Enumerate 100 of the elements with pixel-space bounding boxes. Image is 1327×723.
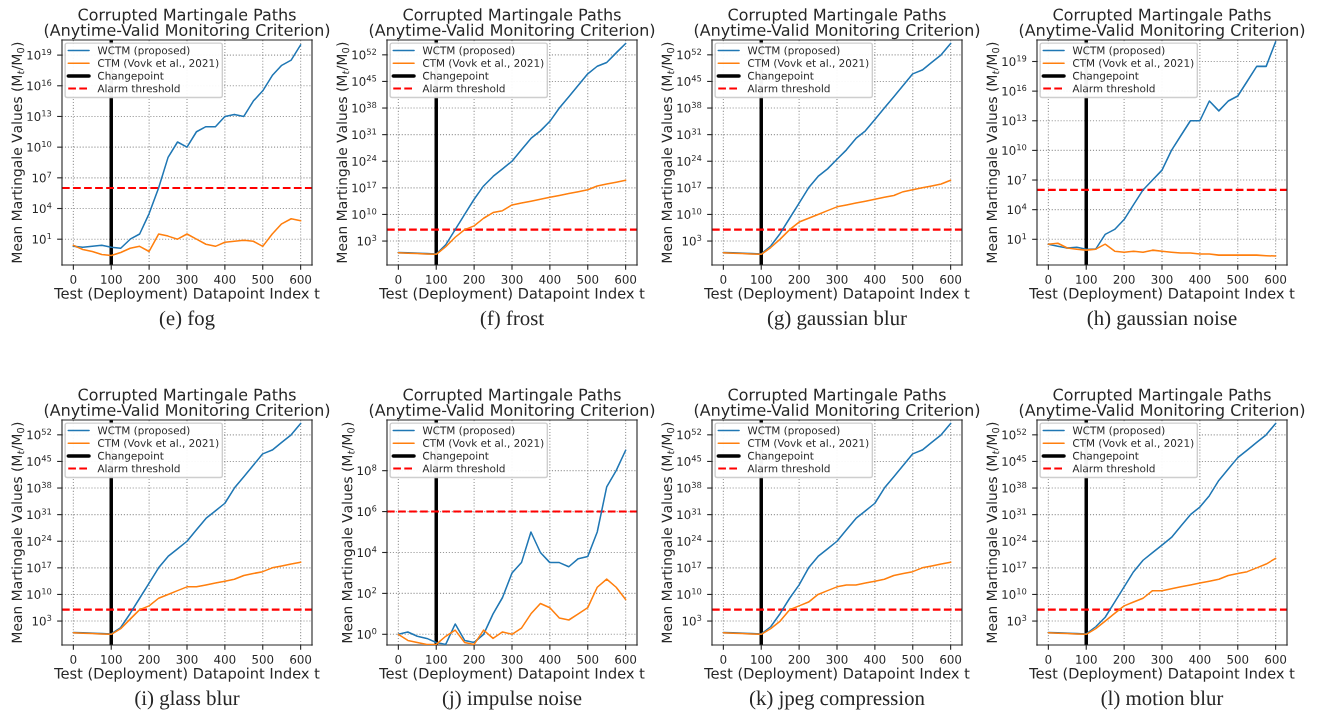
legend-label: Alarm threshold (747, 464, 830, 473)
line-series (72, 561, 302, 636)
y-tick-label: 10$^{10}$ (677, 588, 702, 600)
y-tick-label: 10$^{24}$ (1002, 534, 1027, 546)
x-tick-label: 300 (501, 274, 523, 284)
y-axis-title: Mean Martingale Values (M$_{t}$/M$_{0}$) (986, 422, 1000, 643)
y-tick-label: 10$^{45}$ (677, 75, 702, 87)
legend-label: CTM (Vovk et al., 2021) (748, 58, 869, 69)
x-tick-label: 200 (463, 654, 485, 664)
x-tick-label: 300 (176, 274, 198, 284)
y-tick-label: 10$^{38}$ (1002, 481, 1027, 493)
x-tick-label: 600 (615, 274, 637, 284)
x-tick-label: 600 (290, 654, 312, 664)
legend-label: CTM (Vovk et al., 2021) (98, 58, 219, 69)
x-tick-label: 600 (940, 274, 962, 284)
x-tick-label: 300 (501, 654, 523, 664)
x-tick-label: 300 (826, 274, 848, 284)
x-tick-label: 0 (395, 274, 402, 284)
x-tick-label: 300 (176, 654, 198, 664)
legend-label: CTM (Vovk et al., 2021) (423, 438, 544, 449)
x-tick-label: 0 (720, 274, 727, 284)
y-axis-title: Mean Martingale Values (M$_{t}$/M$_{0}$) (336, 42, 350, 263)
y-tick-label: 10$^{17}$ (352, 181, 377, 193)
line-series (1047, 242, 1277, 257)
y-tick-label: 10$^{3}$ (682, 614, 702, 626)
y-tick-label: 10$^{24}$ (677, 154, 702, 166)
text: (i) glass blur (135, 690, 240, 710)
x-tick-label: 200 (788, 274, 810, 284)
legend-label: WCTM (proposed) (97, 46, 190, 57)
y-tick-label: 10$^{45}$ (1002, 455, 1027, 467)
x-tick-label: 500 (1227, 654, 1249, 664)
legend-label: WCTM (proposed) (1072, 46, 1165, 57)
ref-line-label: Changepoint (423, 71, 489, 82)
y-tick-label: 10$^{0}$ (357, 628, 377, 639)
y-tick-label: 10$^{17}$ (1002, 561, 1027, 573)
y-tick-label: 10$^{8}$ (357, 464, 377, 476)
y-tick-label: 10$^{4}$ (32, 202, 52, 214)
legend-label: WCTM (proposed) (97, 426, 190, 437)
x-axis-title: Test (Deployment) Datapoint Index t (54, 287, 320, 302)
ref-line-label: Changepoint (748, 71, 814, 82)
x-tick-label: 500 (902, 654, 924, 664)
x-tick-label: 500 (252, 654, 274, 664)
x-tick-label: 100 (426, 654, 447, 664)
x-tick-label: 300 (1151, 274, 1173, 284)
y-tick-label: 10$^{1}$ (1007, 233, 1027, 244)
line-series (397, 578, 627, 645)
y-tick-label: 10$^{24}$ (677, 534, 702, 546)
line-series (722, 179, 952, 256)
x-tick-label: 200 (1113, 654, 1135, 664)
legend-label: CTM (Vovk et al., 2021) (1073, 438, 1194, 449)
y-tick-label: 10$^{45}$ (352, 75, 377, 87)
x-tick-label: 600 (940, 654, 962, 664)
x-tick-label: 300 (826, 654, 848, 664)
text: (g) gaussian blur (767, 310, 907, 330)
y-tick-label: 10$^{38}$ (677, 481, 702, 493)
legend-label: WCTM (proposed) (422, 426, 515, 437)
y-tick-label: 10$^{7}$ (32, 171, 52, 183)
legend-label: Alarm threshold (422, 84, 505, 93)
x-tick-label: 100 (101, 274, 122, 284)
x-tick-label: 200 (138, 654, 160, 664)
ref-line-label: Changepoint (748, 451, 814, 462)
y-tick-label: 10$^{4}$ (357, 546, 377, 558)
x-tick-label: 400 (1189, 654, 1211, 664)
text: (j) impulse noise (442, 690, 582, 710)
line-series (722, 561, 952, 636)
line-series (1047, 557, 1277, 636)
x-tick-label: 500 (252, 274, 274, 284)
x-axis-title: Test (Deployment) Datapoint Index t (379, 667, 645, 682)
y-tick-label: 10$^{45}$ (677, 455, 702, 467)
x-tick-label: 500 (902, 274, 924, 284)
y-tick-label: 10$^{19}$ (27, 48, 52, 60)
x-tick-label: 400 (1189, 274, 1211, 284)
y-tick-label: 10$^{17}$ (27, 561, 52, 573)
x-axis-title: Test (Deployment) Datapoint Index t (54, 667, 320, 682)
y-tick-label: 10$^{3}$ (1007, 614, 1027, 626)
x-tick-label: 400 (539, 274, 561, 284)
x-tick-label: 400 (539, 654, 561, 664)
y-tick-label: 10$^{10}$ (677, 208, 702, 220)
line-series (397, 449, 627, 645)
y-tick-label: 10$^{16}$ (1002, 84, 1027, 96)
ref-line-label: Changepoint (1073, 451, 1139, 462)
x-tick-label: 200 (788, 654, 810, 664)
chart-title: Corrupted Martingale Paths (Anytime-Valid Monitoring Criterion) (369, 8, 655, 40)
y-tick-label: 10$^{24}$ (27, 534, 52, 546)
x-tick-label: 0 (1045, 654, 1052, 664)
x-tick-label: 400 (864, 654, 886, 664)
legend-label: CTM (Vovk et al., 2021) (98, 438, 219, 449)
y-tick-label: 10$^{1}$ (32, 233, 52, 244)
line-series (72, 217, 302, 257)
chart-title: Corrupted Martingale Paths (Anytime-Valid Monitoring Criterion) (44, 388, 330, 420)
x-tick-label: 100 (1076, 654, 1097, 664)
x-tick-label: 100 (101, 654, 122, 664)
text: (h) gaussian noise (1087, 310, 1237, 330)
x-tick-label: 100 (426, 274, 447, 284)
y-tick-label: 10$^{10}$ (1002, 588, 1027, 600)
y-tick-label: 10$^{19}$ (1002, 55, 1027, 67)
x-tick-label: 300 (1151, 654, 1173, 664)
x-tick-label: 0 (70, 274, 77, 284)
y-tick-label: 10$^{38}$ (27, 481, 52, 493)
y-tick-label: 10$^{52}$ (1002, 428, 1027, 440)
